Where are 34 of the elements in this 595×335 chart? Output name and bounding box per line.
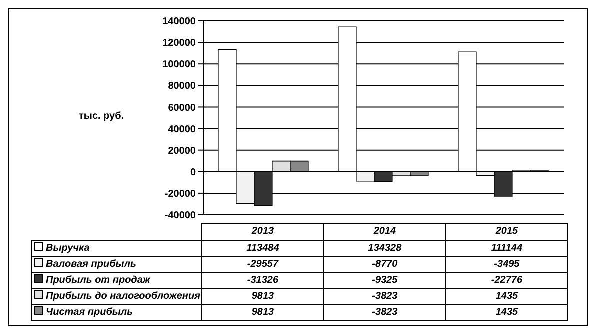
y-tick-label: -40000 xyxy=(164,210,196,222)
legend-label: Выручка xyxy=(32,240,202,256)
data-label: 111144 xyxy=(446,240,568,256)
x-tick-label: 2013 xyxy=(202,224,324,240)
x-tick-label: 2014 xyxy=(324,224,446,240)
data-label: 9813 xyxy=(202,304,324,320)
data-label: 9813 xyxy=(202,288,324,304)
y-tick-label: 140000 xyxy=(162,16,196,28)
data-label: -31326 xyxy=(202,272,324,288)
y-tick-label: 0 xyxy=(190,167,196,178)
x-tick-label: 2015 xyxy=(446,224,568,240)
y-tick-label: 20000 xyxy=(168,146,196,157)
legend-label: Валовая прибыль xyxy=(32,256,202,272)
data-label: -9325 xyxy=(324,272,446,288)
y-tick-label: 40000 xyxy=(168,124,196,136)
y-axis-title: тыс. руб. xyxy=(79,111,124,122)
legend-label: Прибыль до налогообложения xyxy=(32,288,202,304)
y-tick-label: 100000 xyxy=(162,60,196,71)
data-label: 1435 xyxy=(446,288,568,304)
data-label: -22776 xyxy=(446,272,568,288)
data-label: -3495 xyxy=(446,256,568,272)
data-label: -3823 xyxy=(324,288,446,304)
data-label: 1435 xyxy=(446,304,568,320)
legend-label: Чистая прибыль xyxy=(32,304,202,320)
legend-label: Прибыль от продаж xyxy=(32,272,202,288)
data-label: -3823 xyxy=(324,304,446,320)
y-tick-label: 120000 xyxy=(162,38,196,50)
data-label: -8770 xyxy=(324,256,446,272)
data-label: 113484 xyxy=(202,240,324,256)
y-tick-label: -20000 xyxy=(164,188,196,200)
data-label: 134328 xyxy=(324,240,446,256)
y-tick-label: 80000 xyxy=(168,81,196,92)
y-tick-label: 60000 xyxy=(168,102,196,114)
data-label: -29557 xyxy=(202,256,324,272)
